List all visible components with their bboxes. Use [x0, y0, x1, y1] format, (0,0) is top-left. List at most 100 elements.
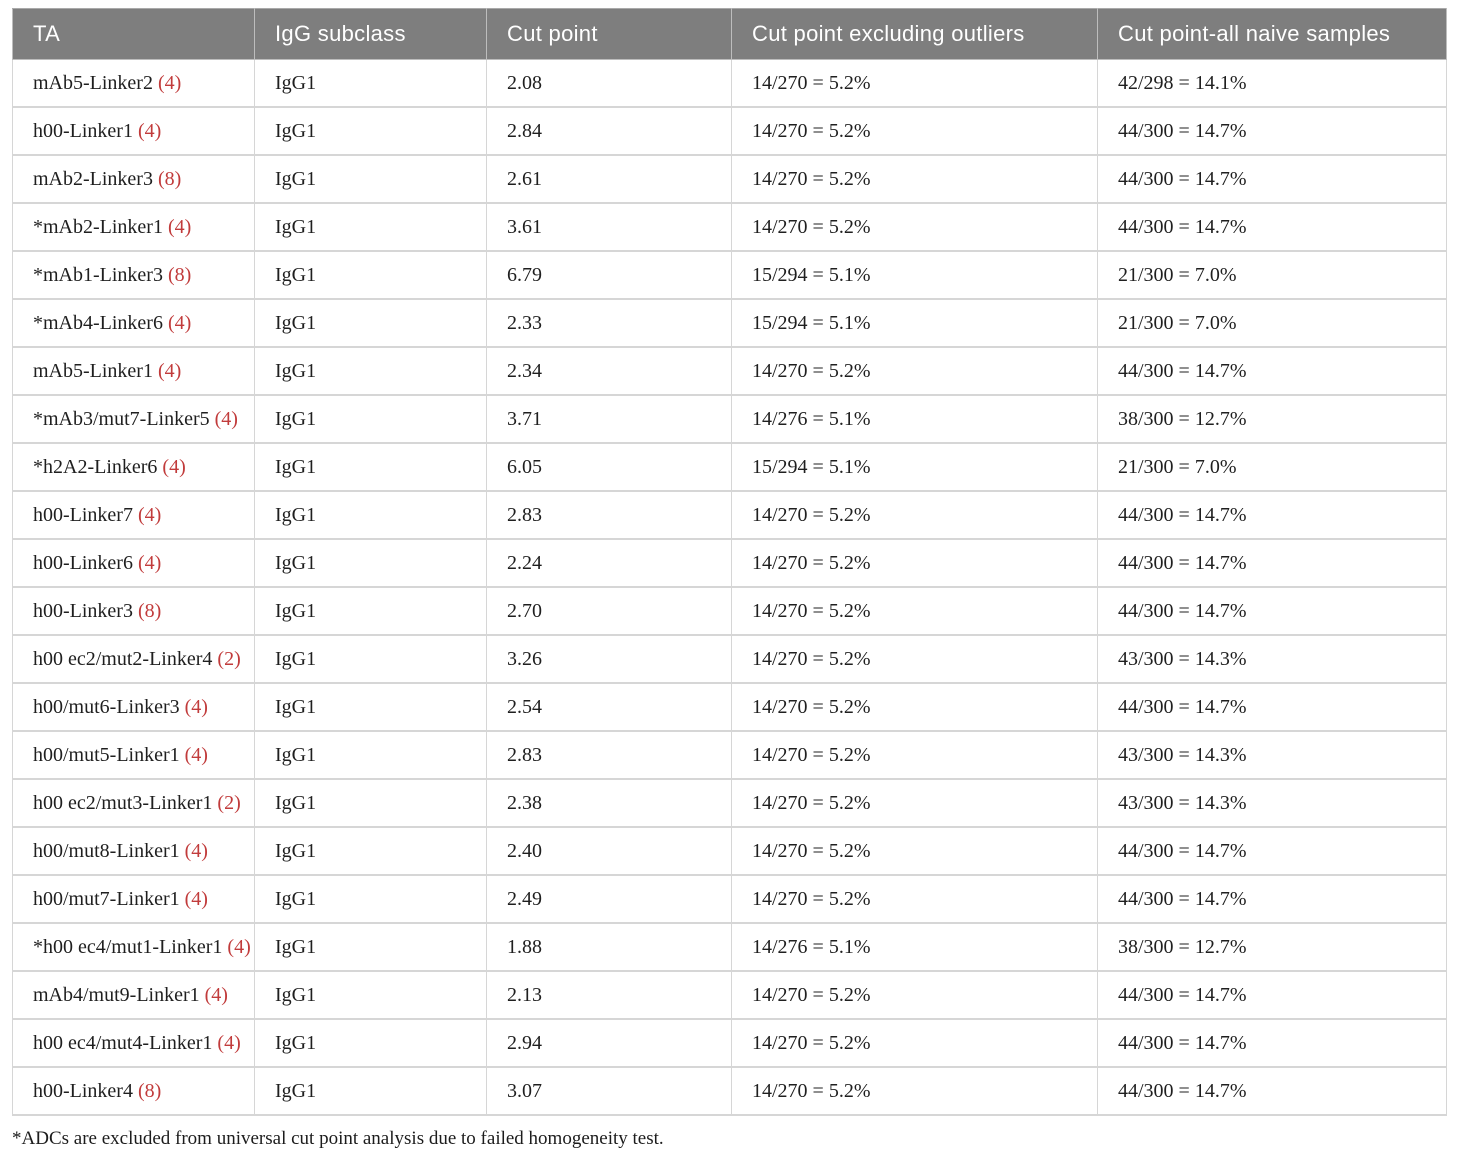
ta-cell: h00 ec2/mut3-Linker1 (2): [12, 778, 255, 828]
igg-subclass-cell: IgG1: [254, 106, 487, 156]
igg-subclass-cell: IgG1: [254, 634, 487, 684]
cut-point-all-naive-samples-cell: 44/300 = 14.7%: [1097, 874, 1447, 924]
ta-label: h00/mut7-Linker1: [33, 887, 185, 910]
cut-point-all-naive-samples-cell: 44/300 = 14.7%: [1097, 202, 1447, 252]
cut-point-all-naive-samples-cell: 44/300 = 14.7%: [1097, 346, 1447, 396]
col-header-igg-subclass: IgG subclass: [254, 8, 487, 60]
cut-point-all-naive-samples-cell: 21/300 = 7.0%: [1097, 442, 1447, 492]
table-row: *h2A2-Linker6 (4) IgG1 6.05 15/294 = 5.1% 21…: [12, 442, 1447, 492]
cut-point-cell: 2.61: [486, 154, 732, 204]
cut-point-all-naive-samples-cell: 44/300 = 14.7%: [1097, 1018, 1447, 1068]
ta-label: h00 ec2/mut2-Linker4: [33, 647, 218, 670]
cut-point-excluding-outliers-cell: 14/270 = 5.2%: [731, 1018, 1098, 1068]
igg-subclass-cell: IgG1: [254, 1066, 487, 1116]
ta-label: h00/mut5-Linker1: [33, 743, 185, 766]
cut-point-cell: 2.94: [486, 1018, 732, 1068]
ta-count: (4): [184, 743, 208, 766]
ta-count: (8): [167, 263, 192, 286]
cut-point-excluding-outliers-cell: 15/294 = 5.1%: [731, 298, 1098, 348]
ta-count: (4): [184, 887, 208, 910]
table-row: h00 ec4/mut4-Linker1 (4) IgG1 2.94 14/270 =…: [12, 1018, 1447, 1068]
ta-count: (4): [227, 935, 251, 958]
cut-point-excluding-outliers-cell: 14/270 = 5.2%: [731, 1066, 1098, 1116]
cut-point-cell: 2.08: [486, 59, 732, 108]
ta-label: *mAb4-Linker6: [33, 311, 168, 334]
cut-point-excluding-outliers-cell: 15/294 = 5.1%: [731, 250, 1098, 300]
ta-count: (4): [157, 359, 182, 382]
cut-point-cell: 2.49: [486, 874, 732, 924]
ta-cell: *mAb2-Linker1 (4): [12, 202, 255, 252]
cut-point-all-naive-samples-cell: 42/298 = 14.1%: [1097, 59, 1447, 108]
ta-label: h00-Linker1: [33, 119, 138, 142]
cut-point-excluding-outliers-cell: 14/270 = 5.2%: [731, 826, 1098, 876]
igg-subclass-cell: IgG1: [254, 538, 487, 588]
cut-point-cell: 2.24: [486, 538, 732, 588]
ta-cell: *mAb1-Linker3 (8): [12, 250, 255, 300]
cut-point-all-naive-samples-cell: 43/300 = 14.3%: [1097, 778, 1447, 828]
cut-point-excluding-outliers-cell: 14/270 = 5.2%: [731, 490, 1098, 540]
ta-cell: *mAb4-Linker6 (4): [12, 298, 255, 348]
igg-subclass-cell: IgG1: [254, 826, 487, 876]
ta-count: (4): [167, 311, 192, 334]
cut-point-cell: 1.88: [486, 922, 732, 972]
cut-point-excluding-outliers-cell: 14/270 = 5.2%: [731, 586, 1098, 636]
cut-point-cell: 2.83: [486, 730, 732, 780]
ta-count: (4): [167, 215, 192, 238]
cut-point-all-naive-samples-cell: 44/300 = 14.7%: [1097, 826, 1447, 876]
table-row: mAb5-Linker1 (4) IgG1 2.34 14/270 = 5.2% 44/…: [12, 346, 1447, 396]
cut-point-all-naive-samples-cell: 43/300 = 14.3%: [1097, 730, 1447, 780]
table-row: h00 ec2/mut3-Linker1 (2) IgG1 2.38 14/270 =…: [12, 778, 1447, 828]
ta-cell: h00-Linker1 (4): [12, 106, 255, 156]
ta-count: (2): [217, 647, 241, 670]
igg-subclass-cell: IgG1: [254, 682, 487, 732]
igg-subclass-cell: IgG1: [254, 346, 487, 396]
cut-point-cell: 2.84: [486, 106, 732, 156]
ta-cell: mAb5-Linker1 (4): [12, 346, 255, 396]
table-row: h00/mut6-Linker3 (4) IgG1 2.54 14/270 = 5.2…: [12, 682, 1447, 732]
cut-point-all-naive-samples-cell: 44/300 = 14.7%: [1097, 106, 1447, 156]
cut-point-cell: 2.54: [486, 682, 732, 732]
ta-label: h00-Linker7: [33, 503, 138, 526]
igg-subclass-cell: IgG1: [254, 394, 487, 444]
igg-subclass-cell: IgG1: [254, 922, 487, 972]
ta-label: mAb5-Linker1: [33, 359, 158, 382]
cut-point-cell: 2.33: [486, 298, 732, 348]
ta-count: (4): [217, 1031, 241, 1054]
table-row: h00-Linker1 (4) IgG1 2.84 14/270 = 5.2% 44/3…: [12, 106, 1447, 156]
igg-subclass-cell: IgG1: [254, 250, 487, 300]
ta-count: (4): [137, 503, 162, 526]
cut-point-cell: 2.70: [486, 586, 732, 636]
igg-subclass-cell: IgG1: [254, 442, 487, 492]
cut-point-all-naive-samples-cell: 44/300 = 14.7%: [1097, 154, 1447, 204]
ta-label: *mAb3/mut7-Linker5: [33, 407, 215, 430]
ta-count: (8): [157, 167, 182, 190]
ta-count: (8): [137, 1079, 162, 1102]
igg-subclass-cell: IgG1: [254, 298, 487, 348]
cut-point-excluding-outliers-cell: 15/294 = 5.1%: [731, 442, 1098, 492]
ta-count: (4): [184, 695, 208, 718]
cut-point-cell: 3.61: [486, 202, 732, 252]
cut-point-cell: 3.26: [486, 634, 732, 684]
cut-point-cell: 3.71: [486, 394, 732, 444]
table-row: h00-Linker7 (4) IgG1 2.83 14/270 = 5.2% 44/3…: [12, 490, 1447, 540]
cut-point-excluding-outliers-cell: 14/270 = 5.2%: [731, 202, 1098, 252]
cut-point-cell: 2.34: [486, 346, 732, 396]
ta-label: h00 ec2/mut3-Linker1: [33, 791, 218, 814]
cut-point-excluding-outliers-cell: 14/270 = 5.2%: [731, 59, 1098, 108]
ta-label: *mAb2-Linker1: [33, 215, 168, 238]
cut-point-excluding-outliers-cell: 14/270 = 5.2%: [731, 778, 1098, 828]
cut-point-table: TA IgG subclass Cut point Cut point excl…: [12, 8, 1447, 1116]
col-header-cut-point-excluding-outliers: Cut point excluding outliers: [731, 8, 1098, 60]
cut-point-excluding-outliers-cell: 14/270 = 5.2%: [731, 874, 1098, 924]
ta-cell: h00/mut8-Linker1 (4): [12, 826, 255, 876]
cut-point-excluding-outliers-cell: 14/276 = 5.1%: [731, 394, 1098, 444]
ta-cell: *h2A2-Linker6 (4): [12, 442, 255, 492]
cut-point-cell: 2.40: [486, 826, 732, 876]
cut-point-all-naive-samples-cell: 21/300 = 7.0%: [1097, 250, 1447, 300]
cut-point-excluding-outliers-cell: 14/276 = 5.1%: [731, 922, 1098, 972]
cut-point-all-naive-samples-cell: 38/300 = 12.7%: [1097, 922, 1447, 972]
cut-point-all-naive-samples-cell: 44/300 = 14.7%: [1097, 586, 1447, 636]
cut-point-all-naive-samples-cell: 44/300 = 14.7%: [1097, 490, 1447, 540]
igg-subclass-cell: IgG1: [254, 59, 487, 108]
ta-label: mAb2-Linker3: [33, 167, 158, 190]
